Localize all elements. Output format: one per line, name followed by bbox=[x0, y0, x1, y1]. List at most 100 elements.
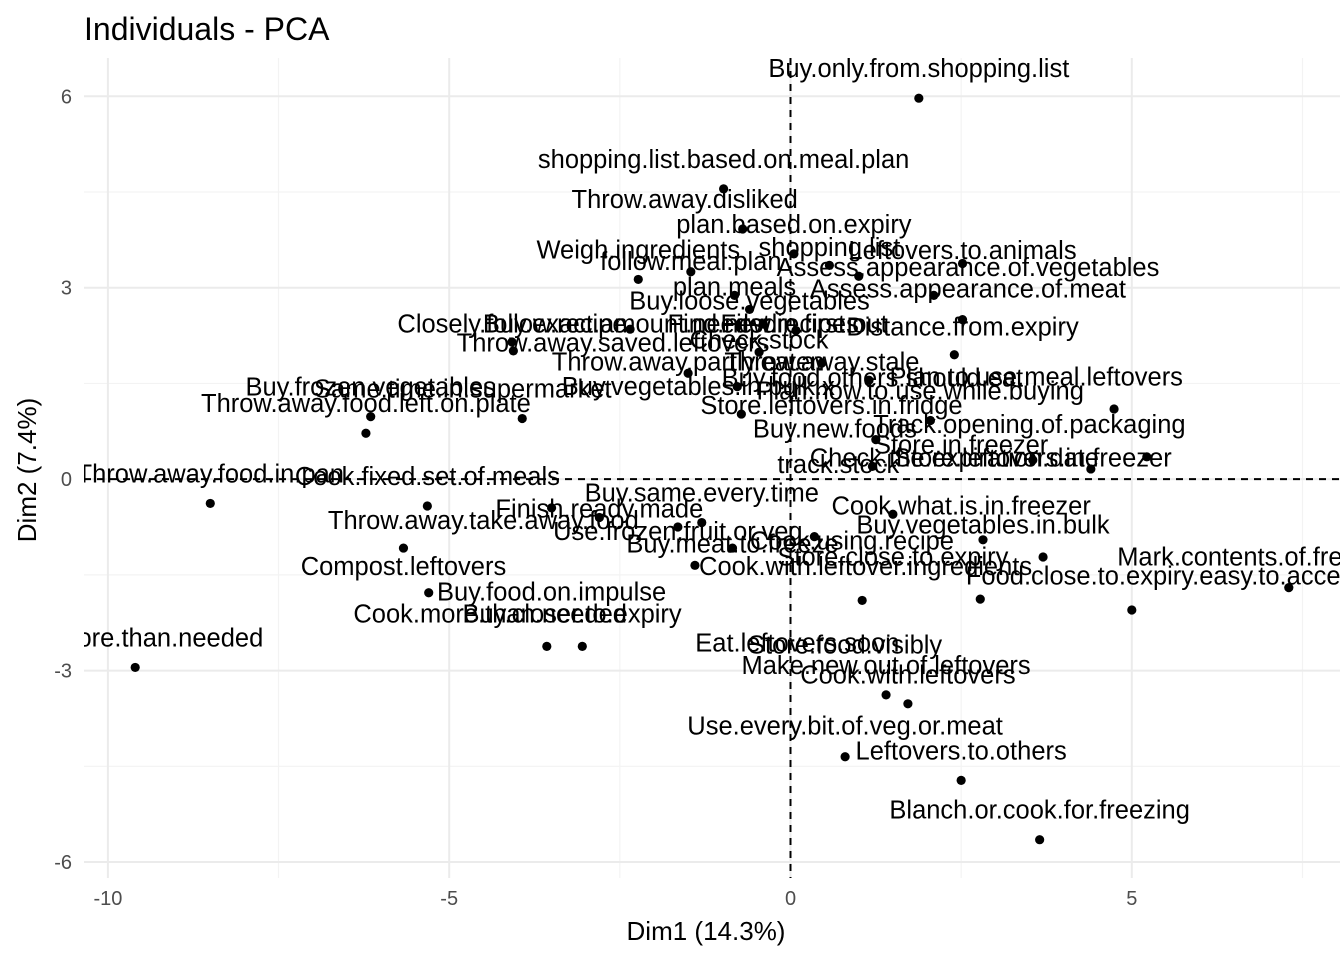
data-point bbox=[1038, 552, 1048, 562]
point-label: Store.food.visibly bbox=[748, 631, 942, 659]
data-point bbox=[758, 319, 768, 329]
point-label: Buy.closer.to.expiry bbox=[462, 601, 681, 629]
data-point bbox=[914, 93, 924, 103]
point-label: Throw.away.take.away.food bbox=[328, 507, 639, 535]
point-label: Store.leftovers.in.fridge bbox=[700, 392, 962, 420]
data-point bbox=[888, 509, 898, 519]
point-label: Buy.meat.to.freeze bbox=[626, 531, 838, 559]
point-label: Blanch.or.cook.for.freezing bbox=[889, 797, 1190, 825]
data-point bbox=[422, 501, 432, 511]
data-point bbox=[508, 346, 518, 356]
point-label: Buy.vegetables.in.bulk bbox=[856, 511, 1110, 539]
point-label: Throw.away.stale bbox=[724, 349, 919, 377]
data-point bbox=[957, 258, 968, 269]
data-point bbox=[424, 588, 434, 598]
data-point bbox=[867, 461, 878, 472]
data-point bbox=[1284, 583, 1294, 593]
point-label: Check.the.expiration.date bbox=[810, 444, 1099, 472]
point-label: Mark.contents.of.freezer bbox=[1117, 543, 1344, 571]
y-tick-label: 0 bbox=[61, 469, 72, 491]
data-point bbox=[366, 412, 376, 422]
point-label: Compost.leftovers bbox=[301, 553, 507, 581]
data-point bbox=[840, 752, 850, 762]
point-label: Buy.new.foods bbox=[753, 416, 917, 444]
data-point bbox=[729, 290, 740, 300]
point-label: Cook.fixed.set.of.meals bbox=[295, 463, 560, 491]
data-point bbox=[736, 409, 746, 419]
point-label: Same.time.in.supermarket bbox=[314, 375, 612, 403]
point-label: Throw.away.food.in.pan bbox=[77, 460, 344, 488]
point-label: Buy.food.others.should.eat bbox=[722, 365, 1023, 393]
point-label: Use.frozen.fruit.or.veg bbox=[553, 518, 802, 546]
point-label: Weigh.ingredients bbox=[536, 236, 740, 264]
point-label: Leftovers.to.others bbox=[856, 737, 1067, 765]
data-point bbox=[817, 358, 827, 368]
point-label: Make.new.out.of.leftovers bbox=[741, 652, 1030, 680]
point-label: Leftovers.to.animals bbox=[848, 237, 1076, 265]
point-label: track.stock bbox=[777, 451, 899, 479]
point-label: Throw.away.disliked bbox=[572, 186, 798, 214]
reference-lines bbox=[84, 58, 1340, 878]
y-tick-label: 6 bbox=[61, 86, 72, 108]
point-label: Store.in.freezer bbox=[874, 432, 1049, 460]
chart-title: Individuals - PCA bbox=[84, 11, 330, 47]
data-point bbox=[956, 775, 966, 785]
point-label: Assess.appearance.of.vegetables bbox=[777, 254, 1160, 282]
data-point bbox=[929, 290, 939, 300]
point-label: Plan.to.use.meal.leftovers bbox=[890, 363, 1183, 391]
y-tick-label: -3 bbox=[54, 661, 72, 683]
point-label: Assess.appearance.of.meat bbox=[810, 275, 1126, 303]
point-label: Cook.using.recipe bbox=[750, 527, 954, 555]
y-tick-label: 3 bbox=[61, 278, 72, 300]
data-point bbox=[1142, 452, 1152, 462]
point-label: shopping.list bbox=[759, 234, 901, 262]
data-point bbox=[925, 415, 936, 426]
data-point bbox=[361, 428, 371, 438]
data-point bbox=[871, 435, 881, 445]
point-label: First.in.first.out bbox=[721, 310, 888, 338]
data-point bbox=[205, 498, 215, 509]
data-point bbox=[744, 304, 755, 315]
point-label: plan.based.on.expiry bbox=[676, 211, 912, 239]
data-point bbox=[975, 594, 985, 604]
data-point bbox=[1028, 455, 1038, 465]
point-label: Distance.from.expiry bbox=[846, 314, 1079, 342]
data-point bbox=[1035, 835, 1045, 845]
data-point bbox=[542, 641, 552, 651]
data-point bbox=[507, 337, 517, 347]
point-label: Throw.away.food.left.on.plate bbox=[201, 390, 531, 418]
data-point bbox=[1109, 404, 1119, 414]
data-point bbox=[398, 543, 409, 553]
point-label: shopping.list.based.on.meal.plan bbox=[538, 146, 909, 174]
point-label: Store.leftovers.in.freezer bbox=[894, 444, 1172, 472]
data-point bbox=[732, 382, 742, 392]
data-point bbox=[130, 662, 140, 673]
point-label: Cook.with.leftovers bbox=[800, 661, 1015, 689]
data-point bbox=[1086, 464, 1096, 474]
data-point bbox=[546, 503, 557, 513]
data-point bbox=[824, 260, 835, 270]
x-tick-label: -5 bbox=[440, 888, 458, 910]
data-point bbox=[517, 413, 527, 424]
point-label: plan.meals bbox=[673, 273, 796, 301]
data-point bbox=[683, 368, 693, 378]
y-tick-label: -6 bbox=[54, 852, 72, 874]
point-label: Plan.how.to.use.while.buying bbox=[756, 377, 1083, 405]
point-label: Buy.only.from.shopping.list bbox=[768, 55, 1069, 83]
point-label: follow.meal.plan bbox=[600, 248, 781, 276]
data-point bbox=[881, 690, 891, 700]
data-point bbox=[633, 274, 643, 285]
data-point bbox=[789, 249, 799, 259]
point-label: Throw.away.partly.eaten bbox=[552, 349, 825, 377]
data-point bbox=[857, 595, 867, 606]
data-point bbox=[719, 184, 729, 194]
point-label: Find.new.recipes bbox=[668, 310, 859, 338]
data-point bbox=[697, 517, 707, 528]
x-tick-label: -10 bbox=[93, 888, 122, 910]
data-point bbox=[903, 699, 913, 709]
point-label: Cook.what.is.in.freezer bbox=[831, 492, 1091, 520]
data-point bbox=[949, 350, 959, 360]
point-label: Check.stock bbox=[690, 326, 829, 354]
point-label: Buy.food.on.impulse bbox=[437, 578, 666, 606]
data-point bbox=[686, 267, 696, 277]
